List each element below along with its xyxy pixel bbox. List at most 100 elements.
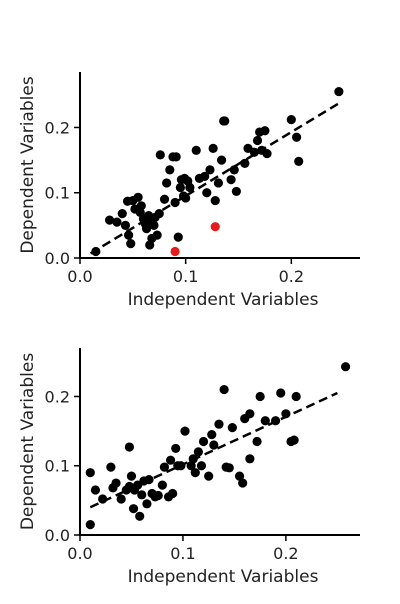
x-tick-label: 0.0: [67, 544, 92, 563]
data-point: [170, 197, 180, 208]
data-point: [270, 416, 281, 426]
data-point: [85, 468, 95, 478]
data-point: [141, 224, 152, 234]
data-point: [252, 436, 262, 447]
data-point: [249, 147, 259, 157]
data-point: [276, 388, 286, 398]
data-point: [165, 455, 176, 465]
data-point: [136, 201, 146, 211]
data-point: [117, 209, 127, 219]
chart-top: 0.0 0.1 0.2 0.0 0.1 0.2 Independent Variables D…: [18, 72, 360, 310]
data-point: [175, 182, 185, 193]
data-point: [291, 391, 301, 402]
data-point: [229, 165, 239, 175]
y-tick-label: 0.0: [45, 526, 70, 545]
data-point: [286, 115, 296, 125]
data-point: [216, 155, 227, 165]
data-point: [133, 192, 143, 202]
data-point: [165, 165, 175, 175]
data-point: [190, 468, 200, 478]
data-point: [260, 126, 270, 136]
data-point: [191, 145, 201, 155]
x-axis-label: Independent Variables: [128, 567, 319, 587]
highlight-point: [210, 222, 220, 232]
data-point: [281, 409, 291, 419]
data-point: [154, 209, 164, 219]
x-tick-label: 0.1: [173, 267, 198, 286]
data-point: [245, 409, 255, 419]
y-tick-label: 0.1: [45, 457, 70, 476]
data-point: [106, 462, 116, 472]
data-point: [231, 186, 241, 197]
data-point: [104, 215, 115, 225]
x-axis-label: Independent Variables: [128, 290, 319, 310]
y-axis-label: Dependent Variables: [18, 76, 38, 253]
data-point: [168, 488, 178, 499]
highlight-point: [170, 246, 180, 257]
data-point: [116, 494, 126, 504]
y-tick-label: 0.0: [45, 249, 70, 268]
data-point: [193, 447, 203, 457]
data-point: [111, 478, 121, 488]
data-point: [240, 158, 250, 168]
data-point: [234, 471, 245, 481]
data-point: [334, 86, 344, 97]
data-point: [180, 426, 190, 436]
x-tick-label: 0.2: [273, 544, 298, 563]
data-point: [181, 193, 191, 203]
y-tick-label: 0.2: [45, 387, 70, 406]
data-point: [144, 474, 154, 485]
data-point: [159, 462, 170, 472]
data-point: [294, 156, 304, 167]
data-point: [120, 220, 131, 230]
data-point: [340, 362, 351, 372]
data-point: [188, 454, 198, 464]
data-point: [289, 435, 299, 445]
data-point: [292, 132, 302, 142]
data-point: [91, 246, 101, 257]
data-point: [124, 230, 134, 240]
data-point: [260, 416, 270, 426]
fit-line: [89, 102, 340, 255]
data-point: [90, 485, 101, 495]
data-point: [200, 171, 210, 182]
data-point: [137, 490, 147, 500]
data-point: [126, 471, 137, 481]
data-point: [262, 148, 272, 159]
data-point: [149, 220, 159, 230]
data-point: [186, 461, 196, 471]
data-point: [219, 384, 229, 395]
y-tick-label: 0.1: [45, 184, 70, 203]
data-point: [245, 454, 255, 464]
data-point: [227, 423, 237, 433]
data-point: [171, 152, 181, 162]
data-point: [126, 239, 136, 249]
data-point: [153, 490, 163, 501]
data-point: [157, 480, 167, 490]
x-tick-label: 0.2: [279, 267, 304, 286]
data-point: [196, 461, 207, 471]
data-point: [202, 188, 212, 198]
data-point: [173, 232, 183, 242]
x-tick-label: 0.1: [170, 544, 195, 563]
data-point: [171, 443, 181, 454]
data-point: [112, 217, 122, 227]
data-point: [155, 150, 165, 160]
data-point: [220, 116, 230, 126]
chart-bottom: 0.0 0.1 0.2 0.0 0.1 0.2 Independent Variables D…: [18, 348, 360, 587]
data-point: [204, 471, 214, 481]
data-point: [224, 463, 234, 473]
data-point: [198, 436, 209, 447]
data-point: [210, 195, 220, 206]
data-point: [98, 494, 108, 504]
data-point: [176, 461, 186, 471]
data-point: [205, 165, 215, 175]
y-axis-label: Dependent Variables: [18, 353, 38, 530]
data-point: [142, 499, 152, 509]
data-point: [209, 440, 219, 450]
data-point: [185, 182, 195, 193]
data-point: [159, 194, 170, 204]
data-point: [162, 178, 172, 188]
data-point: [226, 175, 236, 185]
